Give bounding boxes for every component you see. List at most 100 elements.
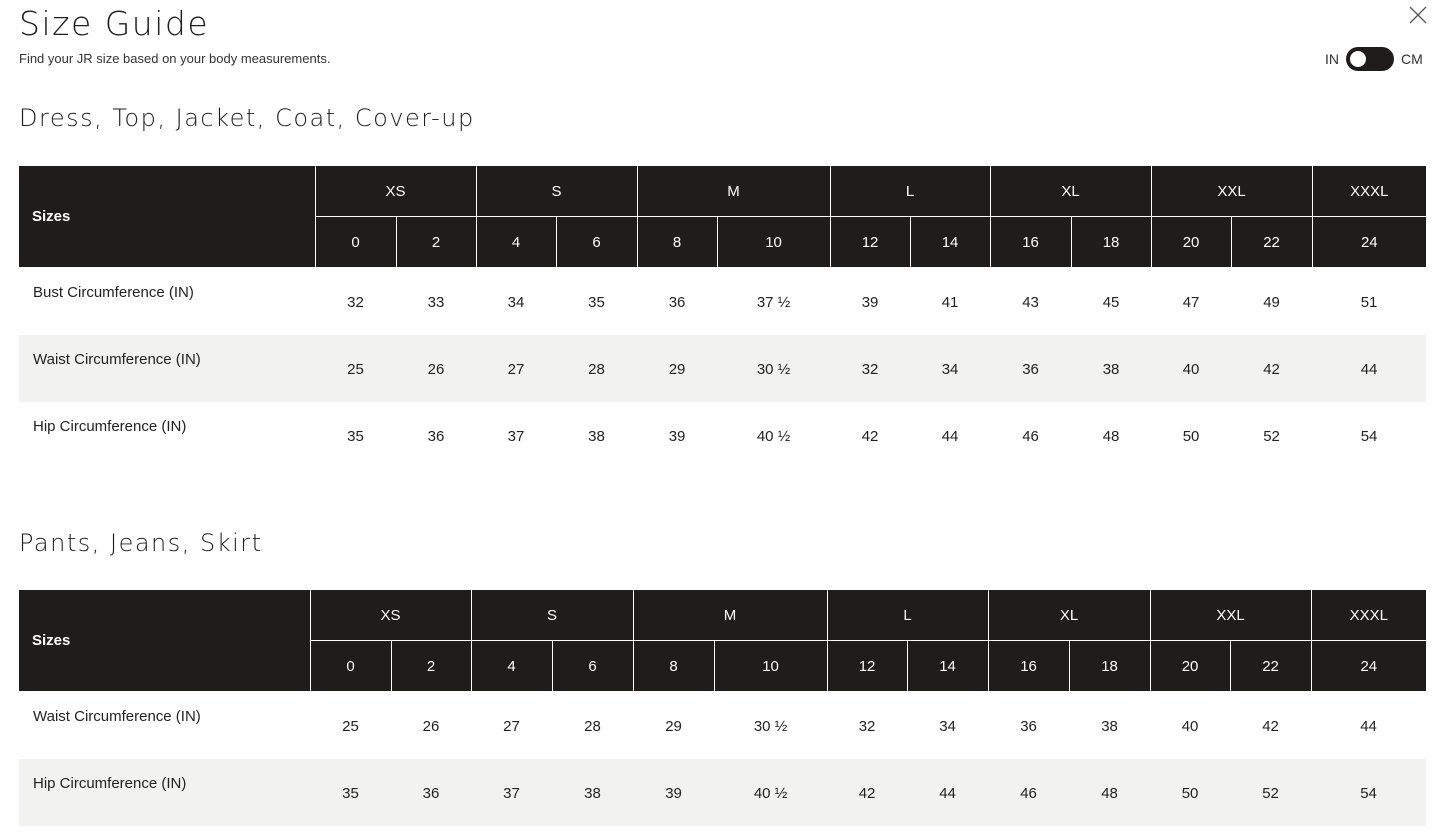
measurement-value: 36 [668,293,686,311]
measurement-value: 43 [1022,293,1039,311]
table-row: Waist Circumference (IN) 25 26 27 28 29 30 ½ 32… [19,334,1426,402]
measurement-value: 36 [422,784,440,802]
measurement-value: 52 [1262,784,1279,802]
measurement-value: 54 [1360,427,1378,445]
measurement-value: 28 [588,360,605,378]
measurement-value: 52 [1263,427,1280,445]
measurement-value: 40 [1182,360,1200,378]
measurement-value: 42 [858,784,876,802]
measurement-value: 48 [1102,427,1120,445]
size-number: 16 [989,216,1072,268]
size-group-l: L [826,590,989,641]
size-number: 12 [829,216,911,268]
size-number: 8 [636,216,718,268]
header-row-sizes: 0 2 4 6 8 10 12 14 16 18 20 22 24 [19,640,1426,692]
size-table-tops: Sizes XS S M L XL XXL XXXL 0 2 4 6 8 10 12 14 16 18 20 22 24… [19,166,1426,469]
size-group-xl: XL [987,590,1151,641]
size-group-xxxl: XXXL [1310,590,1426,641]
size-group-xs: XS [314,166,477,217]
measurement-value: 32 [347,293,364,311]
measurement-value: 38 [588,427,605,445]
measurement-value: 27 [503,717,520,735]
size-number: 10 [716,216,831,268]
measurement-value: 49 [1263,293,1280,311]
size-number: 4 [470,640,553,692]
size-group-s: S [470,590,634,641]
size-number: 12 [826,640,908,692]
size-table-bottoms: Sizes XS S M L XL XXL XXXL 0 2 4 6 8 10 12 14 16 18 20 22 24… [19,590,1426,826]
measurement-value: 44 [939,784,956,802]
measurement-value: 29 [665,717,682,735]
measurement-value: 36 [1022,360,1039,378]
measurement-value: 32 [861,360,879,378]
size-number: 18 [1070,216,1152,268]
size-number: 16 [987,640,1070,692]
measurement-value: 25 [347,360,364,378]
size-number: 8 [632,640,715,692]
measurement-value: 28 [584,717,601,735]
measurement-value: 41 [941,293,959,311]
measurement-value: 51 [1360,293,1378,311]
close-button[interactable] [1407,4,1429,26]
measurement-value: 39 [861,293,879,311]
close-icon [1409,6,1427,24]
measurement-value: 34 [941,360,959,378]
measurement-value: 42 [861,427,879,445]
measurement-value: 34 [939,717,956,735]
table-row: Bust Circumference (IN) 32 33 34 35 36 37 ½ 39 4… [19,268,1426,335]
size-group-m: M [632,590,828,641]
size-number: 22 [1229,640,1312,692]
size-number: 2 [395,216,477,268]
size-number: 10 [713,640,828,692]
size-number: 18 [1068,640,1151,692]
measurement-value: 37 ½ [756,293,791,311]
measurement-label: Waist Circumference (IN) [33,708,201,725]
measurement-value: 47 [1182,293,1200,311]
unit-in-label: IN [1325,51,1339,67]
unit-toggle: IN CM [1325,47,1423,71]
size-number: 24 [1310,640,1426,692]
unit-switch[interactable] [1346,47,1394,71]
table-row: Hip Circumference (IN) 35 36 37 38 39 40 ½ 42 44… [19,758,1426,826]
measurement-value: 50 [1181,784,1199,802]
sizes-header: Sizes [19,590,311,692]
page-title: Size Guide [19,4,210,43]
measurement-value: 48 [1101,784,1118,802]
switch-knob [1350,51,1366,67]
measurement-value: 33 [427,293,445,311]
header-row-groups: Sizes XS S M L XL XXL XXXL [19,590,1426,692]
size-group-m: M [636,166,831,217]
measurement-value: 34 [507,293,525,311]
size-number: 22 [1230,216,1313,268]
measurement-value: 30 ½ [753,717,788,735]
measurement-value: 39 [668,427,686,445]
section-title-bottoms: Pants, Jeans, Skirt [19,529,263,557]
size-number: 14 [909,216,991,268]
size-group-xxl: XXL [1150,166,1313,217]
measurement-value: 38 [1102,360,1120,378]
measurement-value: 46 [1020,784,1037,802]
unit-cm-label: CM [1401,51,1423,67]
measurement-value: 27 [507,360,525,378]
measurement-value: 40 ½ [756,427,791,445]
measurement-value: 32 [858,717,876,735]
measurement-value: 35 [342,784,359,802]
measurement-value: 30 ½ [756,360,791,378]
size-group-l: L [829,166,991,217]
size-number: 6 [551,640,634,692]
size-group-xl: XL [989,166,1152,217]
size-number: 20 [1149,640,1231,692]
measurement-value: 46 [1022,427,1039,445]
measurement-value: 29 [668,360,686,378]
size-number: 4 [475,216,557,268]
size-group-xxxl: XXXL [1311,166,1426,217]
measurement-value: 38 [584,784,601,802]
section-title-tops: Dress, Top, Jacket, Coat, Cover-up [19,104,475,132]
size-group-xxl: XXL [1149,590,1312,641]
measurement-value: 25 [342,717,359,735]
measurement-value: 42 [1262,717,1279,735]
size-number: 2 [390,640,472,692]
header-row-sizes: 0 2 4 6 8 10 12 14 16 18 20 22 24 [19,216,1426,268]
measurement-value: 35 [347,427,364,445]
size-number: 0 [309,640,392,692]
